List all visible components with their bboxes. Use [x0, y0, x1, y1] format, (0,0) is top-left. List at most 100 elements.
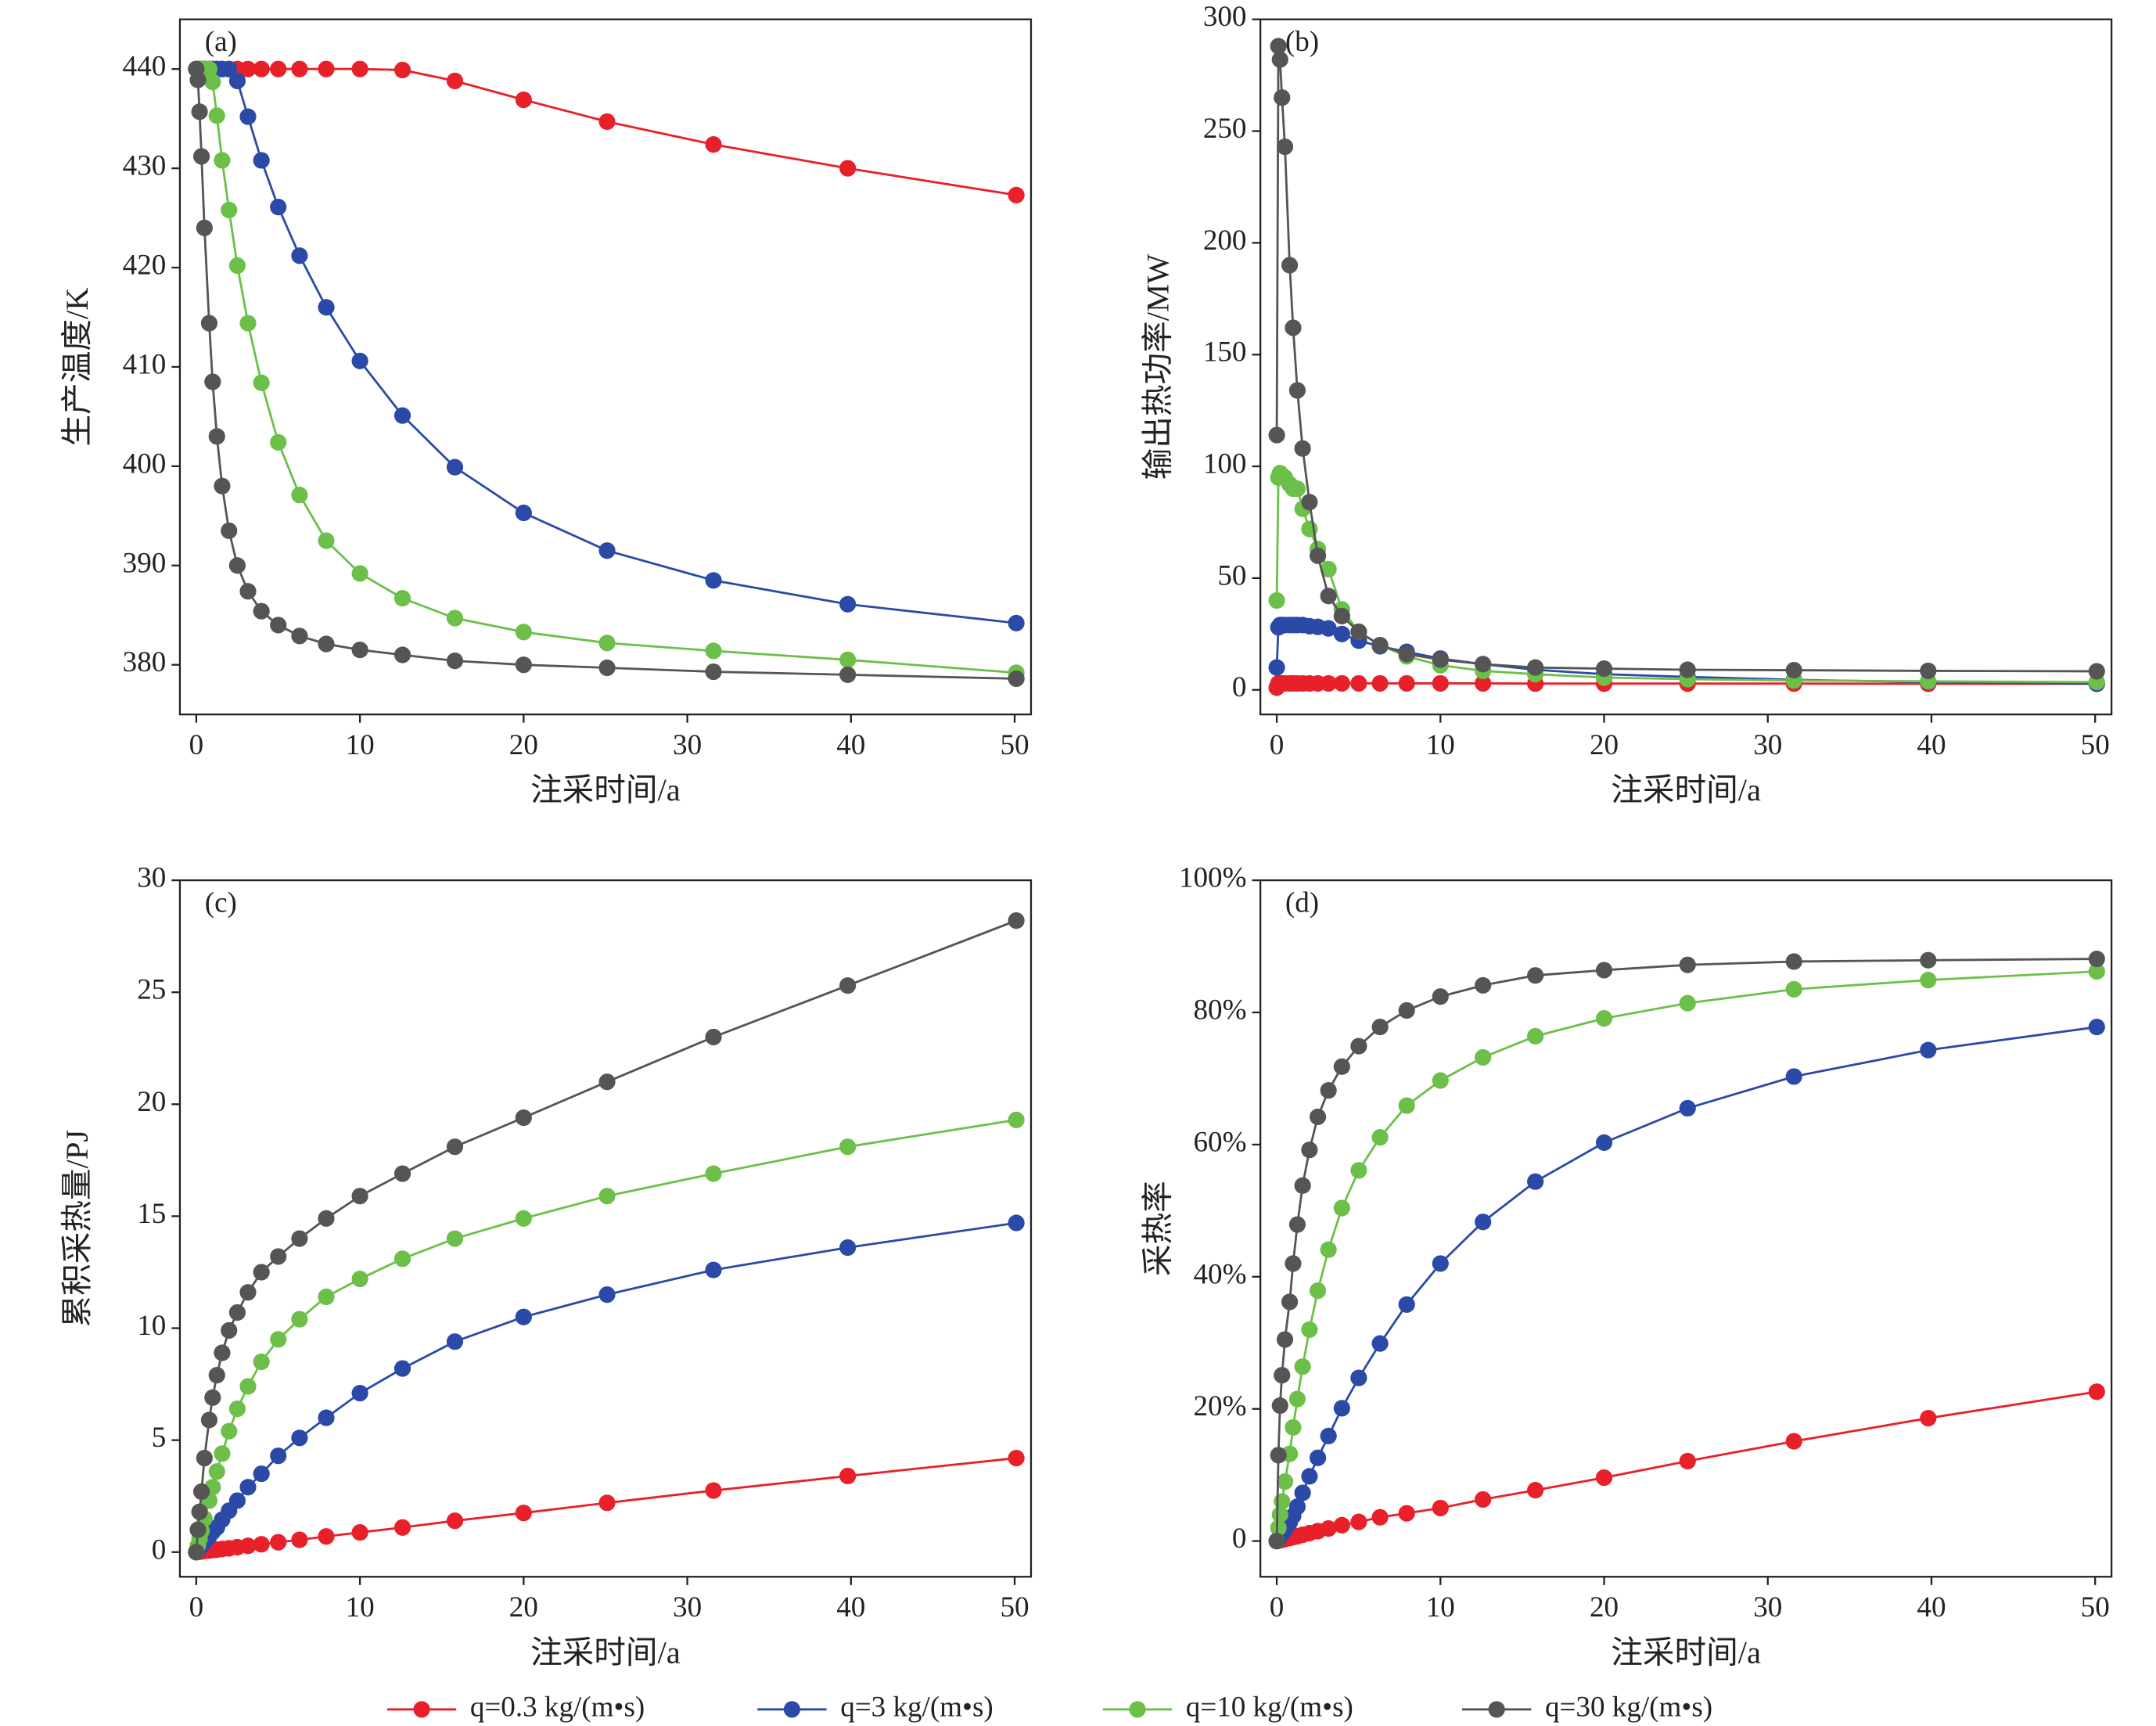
- data-point: [253, 1264, 270, 1281]
- data-point: [515, 1505, 532, 1522]
- data-point: [291, 247, 308, 264]
- y-tick-label: 0: [1232, 671, 1247, 703]
- data-point: [1595, 660, 1613, 678]
- data-point: [1527, 967, 1544, 984]
- data-point: [192, 148, 210, 165]
- x-tick-label: 20: [509, 1591, 538, 1624]
- data-point: [515, 91, 532, 109]
- y-tick-label: 10: [137, 1310, 166, 1342]
- data-point: [1785, 1433, 1802, 1450]
- data-point: [1274, 89, 1291, 106]
- x-tick-label: 50: [1000, 1591, 1029, 1624]
- data-point: [318, 1210, 335, 1227]
- y-tick-label: 60%: [1194, 1126, 1247, 1158]
- x-tick-label: 0: [189, 1591, 204, 1624]
- x-tick-label: 30: [673, 729, 702, 761]
- data-point: [705, 642, 722, 660]
- y-tick-label: 400: [123, 448, 167, 480]
- series-line: [196, 67, 1017, 196]
- x-tick-label: 20: [1590, 729, 1619, 761]
- data-point: [1294, 440, 1311, 457]
- data-point: [705, 663, 722, 681]
- data-point: [291, 627, 308, 645]
- data-point: [1527, 1027, 1544, 1045]
- data-point: [351, 565, 368, 582]
- x-tick-label: 40: [1917, 1591, 1946, 1624]
- data-point: [189, 71, 207, 88]
- data-point: [351, 60, 368, 77]
- data-point: [1320, 1427, 1337, 1444]
- data-point: [515, 504, 532, 522]
- data-point: [1679, 956, 1696, 973]
- data-point: [189, 1521, 207, 1538]
- data-point: [188, 1544, 205, 1561]
- x-tick-label: 10: [1426, 1591, 1455, 1624]
- data-point: [239, 583, 257, 600]
- x-axis-label: 注采时间/a: [530, 1634, 681, 1670]
- data-point: [1475, 976, 1492, 994]
- legend-marker: [1129, 1701, 1146, 1718]
- data-point: [839, 1138, 857, 1156]
- data-point: [598, 635, 616, 652]
- y-tick-label: 0: [1232, 1523, 1247, 1555]
- data-point: [1432, 1499, 1449, 1517]
- data-point: [1371, 1508, 1389, 1526]
- data-point: [351, 1270, 368, 1288]
- y-tick-label: 50: [1217, 559, 1246, 592]
- data-point: [1785, 661, 1802, 679]
- data-point: [351, 1384, 368, 1402]
- data-point: [221, 1422, 238, 1440]
- data-point: [1320, 674, 1337, 692]
- y-tick-label: 25: [137, 974, 166, 1006]
- data-point: [204, 1389, 221, 1406]
- data-point: [1527, 1482, 1544, 1499]
- y-tick-label: 150: [1203, 336, 1247, 369]
- y-tick-label: 200: [1203, 225, 1247, 257]
- data-point: [1350, 1513, 1367, 1530]
- data-point: [1350, 674, 1367, 692]
- data-point: [270, 60, 287, 77]
- data-point: [1309, 1108, 1327, 1126]
- data-point: [1294, 1177, 1311, 1194]
- data-point: [1320, 560, 1337, 578]
- data-point: [318, 532, 335, 549]
- data-point: [1320, 1241, 1337, 1258]
- data-point: [351, 642, 368, 659]
- data-point: [1008, 186, 1025, 203]
- data-point: [705, 1261, 722, 1278]
- y-tick-label: 100: [1203, 448, 1247, 480]
- x-tick-label: 0: [1270, 729, 1285, 761]
- data-point: [1679, 994, 1696, 1012]
- y-axis-label: 输出热功率/MW: [1140, 254, 1175, 480]
- data-point: [1320, 588, 1337, 605]
- y-tick-label: 0: [152, 1534, 167, 1566]
- data-point: [291, 1230, 308, 1247]
- data-point: [1350, 623, 1367, 641]
- x-tick-label: 0: [1270, 1591, 1285, 1624]
- data-point: [1595, 1469, 1613, 1487]
- plot-frame: [178, 879, 1033, 1578]
- y-tick-label: 15: [137, 1198, 166, 1230]
- data-point: [1333, 1516, 1350, 1534]
- data-point: [1309, 1449, 1327, 1466]
- data-point: [318, 635, 335, 653]
- x-tick-label: 30: [1753, 1591, 1782, 1624]
- data-point: [214, 1445, 231, 1462]
- data-point: [1785, 1068, 1802, 1085]
- data-point: [515, 1210, 532, 1227]
- x-tick-label: 40: [836, 729, 865, 761]
- data-point: [291, 1311, 308, 1328]
- data-point: [270, 1331, 287, 1348]
- data-point: [1285, 1419, 1302, 1436]
- data-point: [1276, 138, 1294, 156]
- x-tick-label: 20: [509, 729, 538, 761]
- data-point: [393, 407, 411, 424]
- data-point: [515, 1308, 532, 1325]
- data-point: [1371, 674, 1389, 692]
- y-tick-label: 410: [123, 348, 167, 380]
- data-point: [1432, 1255, 1449, 1272]
- data-point: [705, 136, 722, 153]
- data-point: [196, 1449, 213, 1467]
- data-point: [208, 1367, 225, 1384]
- data-point: [1920, 1041, 1937, 1059]
